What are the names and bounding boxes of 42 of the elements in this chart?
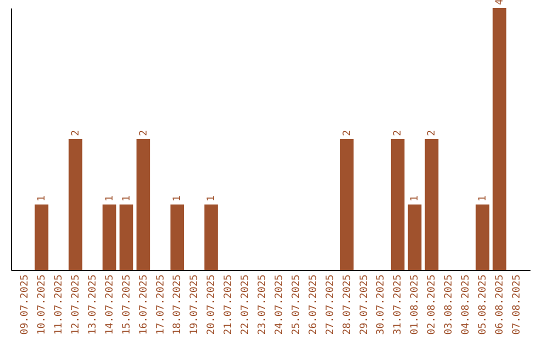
data-label: 1 [121, 195, 132, 202]
x-tick-label: 22.07.2025 [240, 274, 252, 335]
x-tick-label: 04.08.2025 [460, 274, 472, 335]
data-label: 1 [104, 195, 116, 202]
x-tick-label: 19.07.2025 [189, 274, 200, 335]
data-label: 1 [36, 195, 48, 202]
x-tick-label: 02.08.2025 [426, 274, 438, 335]
x-tick-label: 15.07.2025 [121, 274, 132, 335]
x-tick-label: 21.07.2025 [223, 274, 234, 335]
data-label: 2 [70, 130, 82, 136]
x-tick-label: 30.07.2025 [376, 274, 387, 335]
x-tick-label: 03.08.2025 [444, 274, 455, 335]
data-label: 1 [172, 195, 184, 202]
x-tick-label: 12.07.2025 [70, 274, 82, 335]
x-tick-label: 31.07.2025 [392, 274, 404, 335]
data-label: 1 [410, 195, 421, 202]
x-tick-label: 07.08.2025 [511, 274, 522, 335]
data-label: 2 [138, 130, 150, 136]
x-tick-label: 27.07.2025 [324, 274, 336, 335]
data-label: 2 [426, 130, 438, 136]
data-label: 1 [206, 195, 218, 202]
x-tick-label: 05.08.2025 [478, 274, 489, 335]
x-tick-label: 10.07.2025 [36, 274, 48, 335]
x-tick-label: 18.07.2025 [172, 274, 184, 335]
data-label: 2 [392, 130, 404, 136]
x-tick-label: 14.07.2025 [104, 274, 116, 335]
x-tick-label: 28.07.2025 [342, 274, 353, 335]
x-tick-label: 20.07.2025 [206, 274, 218, 335]
data-label: 2 [342, 130, 353, 136]
x-tick-label: 06.08.2025 [494, 274, 506, 335]
x-tick-label: 16.07.2025 [138, 274, 150, 335]
x-tick-label: 09.07.2025 [20, 274, 31, 335]
x-tick-label: 24.07.2025 [274, 274, 285, 335]
x-tick-label: 01.08.2025 [410, 274, 421, 335]
x-tick-label: 25.07.2025 [290, 274, 302, 335]
x-tick-label: 29.07.2025 [358, 274, 370, 335]
x-tick-label: 11.07.2025 [53, 274, 64, 335]
x-tick-label: 13.07.2025 [87, 274, 98, 335]
x-tick-label: 26.07.2025 [308, 274, 319, 335]
x-tick-label: 23.07.2025 [257, 274, 268, 335]
data-label: 1 [478, 195, 489, 202]
x-tick-label: 17.07.2025 [155, 274, 166, 335]
